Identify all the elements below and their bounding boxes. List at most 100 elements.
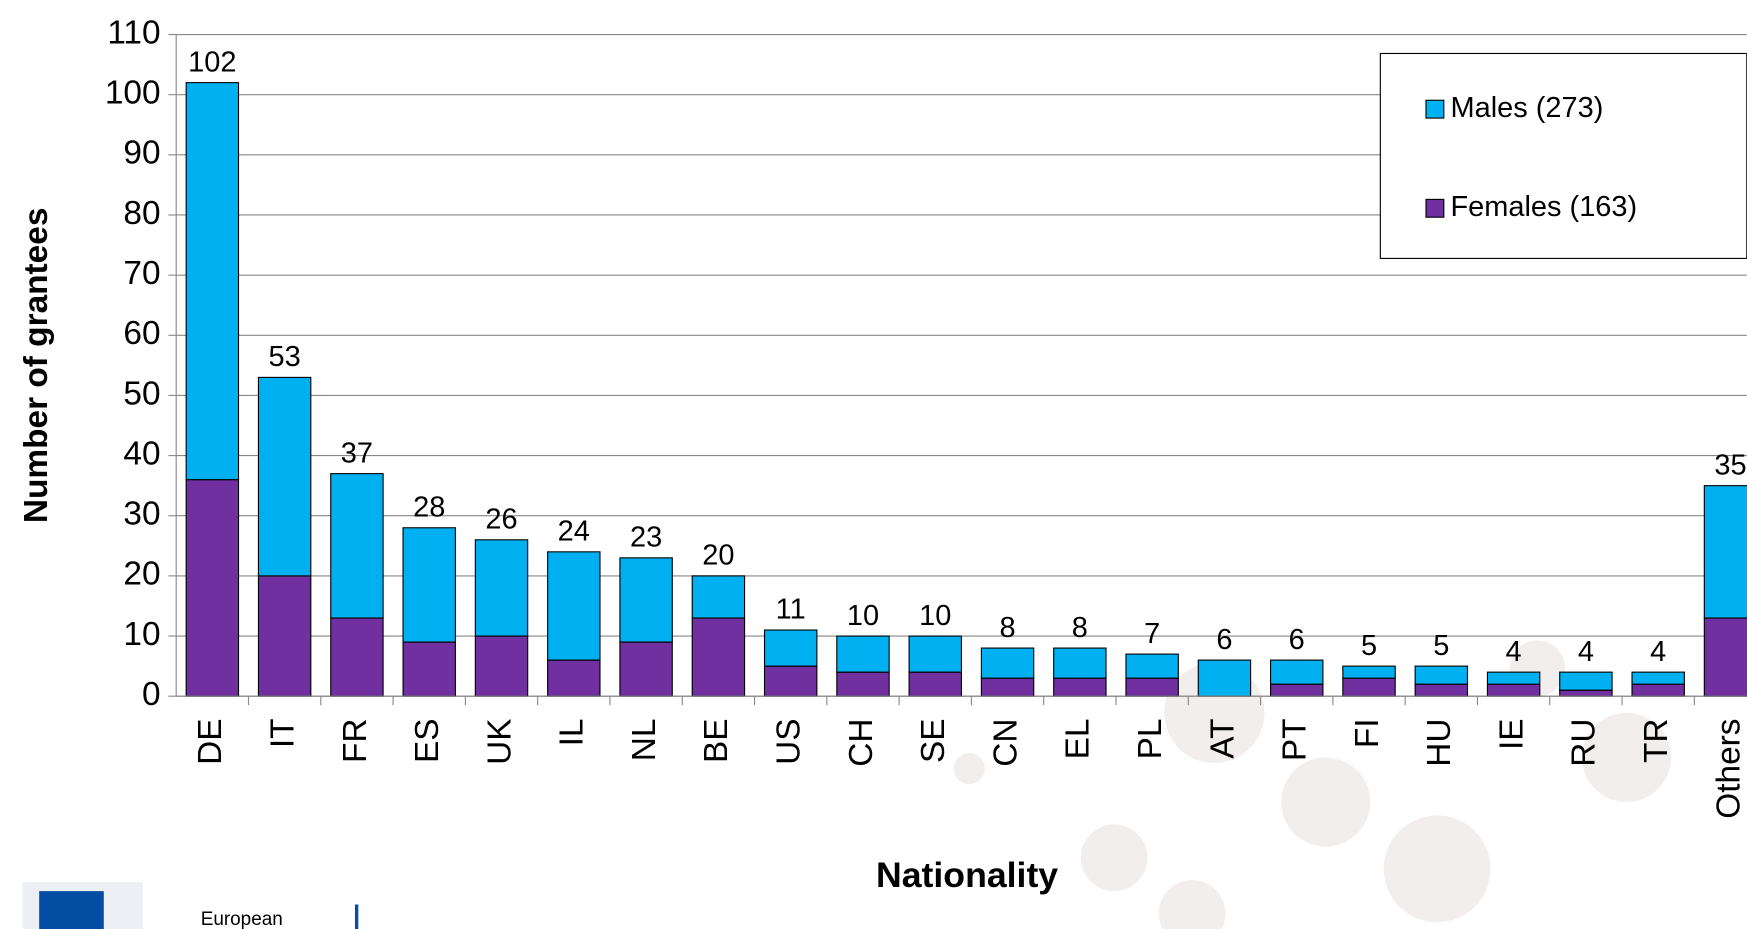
bar-segment bbox=[1197, 659, 1252, 697]
bar-segment bbox=[1414, 665, 1469, 685]
total-label: 26 bbox=[485, 504, 517, 536]
bar-segment bbox=[1486, 683, 1541, 697]
bar-segment bbox=[1269, 683, 1324, 697]
y-tick-label: 90 bbox=[123, 135, 160, 172]
y-tick-label: 30 bbox=[123, 496, 160, 533]
bar-segment bbox=[980, 647, 1035, 679]
legend-swatch bbox=[1425, 198, 1445, 218]
x-tick-label: TR bbox=[1638, 718, 1675, 763]
bar-segment bbox=[836, 671, 890, 697]
bar-segment bbox=[1053, 677, 1107, 697]
bar-segment bbox=[257, 575, 312, 697]
bar-segment bbox=[474, 539, 529, 637]
y-tick-label: 80 bbox=[123, 195, 160, 232]
bar-segment bbox=[1559, 671, 1613, 691]
bar-segment bbox=[257, 376, 312, 577]
total-label: 6 bbox=[1216, 624, 1232, 656]
total-label: 28 bbox=[413, 491, 445, 523]
bar-segment bbox=[619, 641, 673, 697]
bar-segment bbox=[980, 677, 1035, 697]
y-tick-label: 10 bbox=[123, 616, 160, 653]
x-tick-label: IT bbox=[264, 718, 301, 748]
x-tick-label: BE bbox=[698, 718, 735, 763]
x-tick-label: RU bbox=[1566, 718, 1603, 766]
x-tick-label: ES bbox=[409, 718, 446, 763]
total-label: 102 bbox=[188, 46, 236, 78]
bar-segment bbox=[836, 635, 890, 673]
bar-segment bbox=[1631, 683, 1685, 697]
legend-label: Males (273) bbox=[1451, 92, 1604, 124]
y-tick-label: 60 bbox=[123, 315, 160, 352]
bar-segment bbox=[691, 617, 746, 697]
bar-segment bbox=[908, 635, 963, 673]
x-tick-label: IL bbox=[554, 718, 591, 746]
bar-segment bbox=[1414, 683, 1469, 697]
x-tick-label: PL bbox=[1132, 718, 1169, 759]
x-axis-title: Nationality bbox=[876, 855, 1058, 895]
legend-box bbox=[1379, 52, 1747, 259]
bar-segment bbox=[1631, 671, 1685, 685]
total-label: 5 bbox=[1361, 630, 1377, 662]
bar-segment bbox=[474, 635, 529, 697]
x-tick-label: US bbox=[771, 718, 808, 764]
legend-swatch bbox=[1425, 99, 1445, 119]
y-tick-label: 20 bbox=[123, 556, 160, 593]
y-tick-label: 0 bbox=[142, 676, 161, 713]
total-label: 8 bbox=[1000, 612, 1016, 644]
bar-segment bbox=[763, 665, 818, 697]
x-tick-label: NL bbox=[626, 718, 663, 761]
total-label: 24 bbox=[558, 516, 590, 548]
x-tick-label: UK bbox=[481, 718, 518, 764]
bar-segment bbox=[1703, 485, 1747, 619]
footer-text: European bbox=[201, 909, 283, 929]
bar-segment bbox=[547, 551, 601, 661]
eu-logo bbox=[22, 882, 359, 929]
x-tick-label: HU bbox=[1421, 718, 1458, 766]
total-label: 4 bbox=[1578, 636, 1594, 668]
total-label: 10 bbox=[919, 600, 951, 632]
bar-segment bbox=[908, 671, 963, 697]
total-label: 10 bbox=[847, 600, 879, 632]
total-label: 11 bbox=[776, 594, 806, 626]
bar-segment bbox=[1486, 671, 1541, 685]
bar-segment bbox=[1269, 659, 1324, 685]
y-tick-label: 50 bbox=[123, 375, 160, 412]
total-label: 20 bbox=[702, 540, 734, 572]
bar-segment bbox=[330, 473, 384, 619]
x-tick-label: FR bbox=[337, 718, 374, 763]
bar-segment bbox=[1125, 677, 1179, 697]
y-tick-label: 70 bbox=[123, 255, 160, 292]
x-tick-label: AT bbox=[1204, 718, 1241, 758]
legend-label: Females (163) bbox=[1451, 191, 1638, 223]
bar-segment bbox=[185, 479, 240, 697]
total-label: 4 bbox=[1506, 636, 1522, 668]
x-tick-label: EL bbox=[1060, 718, 1097, 759]
bar-segment bbox=[619, 557, 673, 643]
bar-segment bbox=[1053, 647, 1107, 679]
x-tick-label: SE bbox=[915, 718, 952, 763]
bar-segment bbox=[402, 641, 456, 697]
x-tick-label: Others bbox=[1710, 718, 1747, 818]
bar-segment bbox=[402, 527, 456, 643]
total-label: 53 bbox=[269, 341, 301, 373]
total-label: 8 bbox=[1072, 612, 1088, 644]
y-tick-label: 110 bbox=[107, 14, 160, 51]
bar-segment bbox=[185, 82, 240, 481]
x-tick-label: CN bbox=[987, 718, 1024, 766]
y-axis-title: Number of grantees bbox=[18, 208, 55, 524]
total-label: 37 bbox=[341, 437, 373, 469]
x-tick-label: FI bbox=[1349, 718, 1386, 748]
bar-segment bbox=[1703, 617, 1747, 697]
bar-segment bbox=[763, 629, 818, 667]
x-tick-label: DE bbox=[192, 718, 229, 764]
total-label: 4 bbox=[1650, 636, 1666, 668]
y-tick-label: 40 bbox=[123, 435, 160, 472]
x-tick-label: CH bbox=[843, 718, 880, 766]
y-tick-label: 100 bbox=[105, 75, 161, 112]
bar-segment bbox=[691, 575, 746, 619]
x-tick-label: IE bbox=[1493, 718, 1530, 750]
bar-segment bbox=[330, 617, 384, 697]
bar-segment bbox=[1559, 689, 1613, 697]
total-label: 23 bbox=[630, 522, 662, 554]
